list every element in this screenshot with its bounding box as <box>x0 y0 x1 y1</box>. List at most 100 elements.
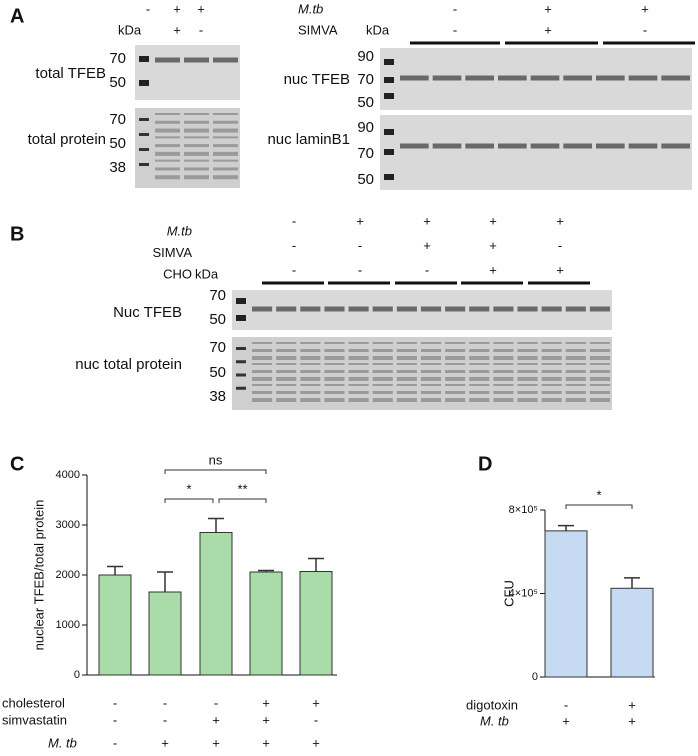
bar <box>148 591 182 676</box>
significance-label: * <box>596 487 601 502</box>
bar <box>610 587 654 678</box>
sign: - <box>292 238 296 253</box>
band <box>541 384 562 386</box>
band <box>252 363 273 365</box>
band <box>372 306 393 312</box>
sign: + <box>556 213 564 228</box>
band <box>565 356 586 360</box>
sign: + <box>489 213 497 228</box>
panel-label: C <box>10 453 24 475</box>
sign: - <box>113 735 117 750</box>
sign: + <box>161 735 169 750</box>
sign: - <box>314 712 318 727</box>
band <box>372 356 393 360</box>
band <box>541 398 562 402</box>
y-axis-label: CFU <box>501 580 516 607</box>
band <box>372 363 393 365</box>
band <box>396 370 417 373</box>
band <box>493 363 514 365</box>
band <box>276 363 297 365</box>
band <box>213 57 238 63</box>
marker-label: 70 <box>109 111 126 128</box>
sign: - <box>113 695 117 710</box>
band <box>661 143 690 149</box>
marker-label: 70 <box>357 71 374 88</box>
treatment-label: simvastatin <box>2 712 67 727</box>
significance-bracket <box>565 504 633 509</box>
band <box>155 113 180 115</box>
band <box>155 175 180 180</box>
band <box>541 377 562 381</box>
sign: - <box>425 262 429 277</box>
band <box>517 306 538 312</box>
band <box>155 144 180 148</box>
sign: + <box>173 1 181 16</box>
sign: + <box>262 735 270 750</box>
band <box>276 370 297 373</box>
blot-label: Nuc TFEB <box>113 304 182 321</box>
band <box>420 356 442 360</box>
row-label: M.tb <box>167 223 192 238</box>
blot-label: nuc total protein <box>75 356 182 373</box>
band <box>563 75 592 81</box>
band <box>420 384 442 386</box>
band <box>324 384 345 386</box>
band <box>563 143 592 149</box>
band <box>565 398 586 402</box>
band <box>213 120 238 124</box>
band <box>184 175 209 180</box>
band <box>400 143 429 149</box>
blot <box>380 115 692 190</box>
band <box>324 349 345 352</box>
bar <box>249 571 283 676</box>
band <box>300 349 321 352</box>
blot <box>135 45 240 100</box>
ladder-band <box>139 80 149 86</box>
band <box>432 143 462 149</box>
band <box>155 120 180 124</box>
marker-label: 90 <box>357 119 374 136</box>
marker-label: 70 <box>109 50 126 67</box>
band <box>184 113 209 115</box>
band <box>348 306 369 312</box>
band <box>300 363 321 365</box>
sign: + <box>562 713 570 728</box>
sign: - <box>113 712 117 727</box>
band <box>565 306 586 312</box>
sign: + <box>423 213 431 228</box>
panel-label: A <box>10 5 24 27</box>
band <box>589 342 610 344</box>
band <box>252 377 273 381</box>
band <box>348 384 369 386</box>
band <box>565 377 586 381</box>
blot-label: total TFEB <box>35 65 106 82</box>
y-tick-label: 0 <box>532 671 538 683</box>
band <box>300 384 321 386</box>
band <box>628 75 658 81</box>
blot-label: total protein <box>28 131 106 148</box>
band <box>252 370 273 373</box>
sign: + <box>544 22 552 37</box>
band <box>445 391 466 394</box>
band <box>493 398 514 402</box>
band <box>469 306 490 312</box>
band <box>541 391 562 394</box>
bar <box>544 530 588 678</box>
band <box>493 391 514 394</box>
sign: - <box>292 213 296 228</box>
band <box>324 370 345 373</box>
band <box>517 349 538 352</box>
band <box>276 377 297 381</box>
band <box>420 370 442 373</box>
sign: + <box>641 1 649 16</box>
blot-label: nuc laminB1 <box>267 131 350 148</box>
ladder-band <box>384 149 394 155</box>
band <box>432 75 462 81</box>
band <box>469 349 490 352</box>
blot-label: nuc TFEB <box>284 71 350 88</box>
band <box>565 391 586 394</box>
band <box>493 349 514 352</box>
y-tick-label: 3000 <box>56 519 80 531</box>
band <box>541 356 562 360</box>
band <box>517 356 538 360</box>
